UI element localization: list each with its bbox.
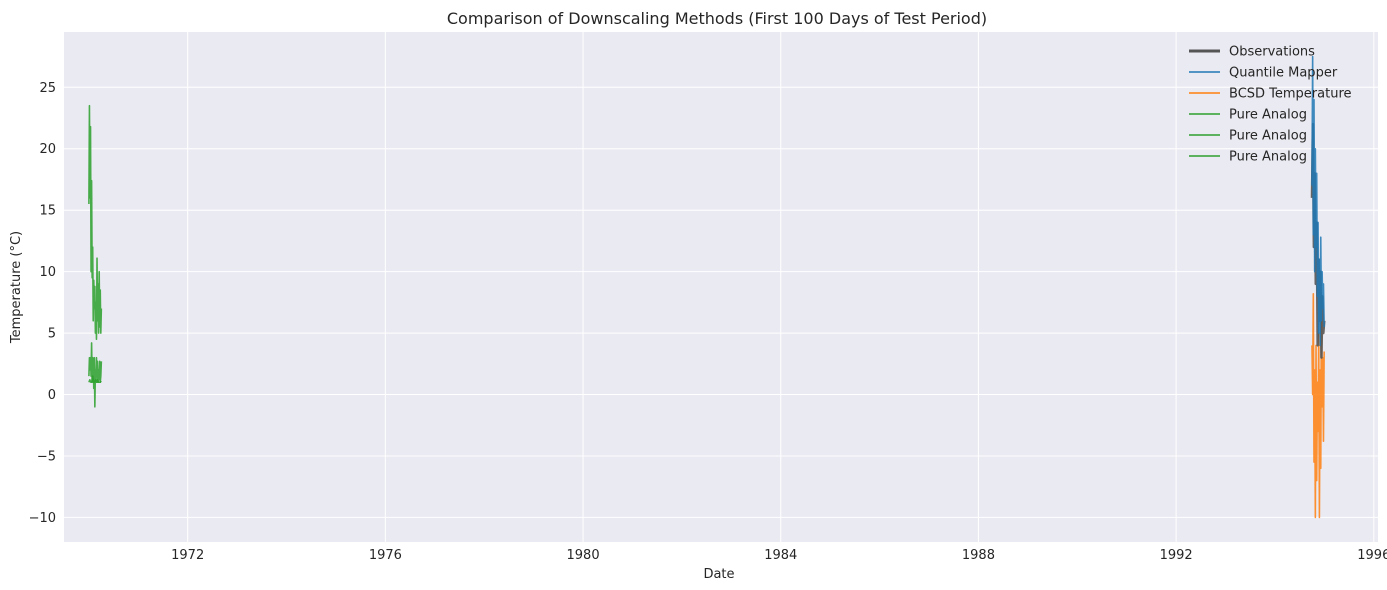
plot-area <box>64 32 1378 542</box>
y-tick-labels: −10 −5 0 5 10 15 20 25 <box>29 81 56 526</box>
legend-entry: Quantile Mapper <box>1229 66 1338 81</box>
x-tick-label: 1996 <box>1357 548 1387 563</box>
series-line-4 <box>88 104 103 341</box>
y-gridlines <box>64 86 1378 518</box>
y-tick-label: −5 <box>37 449 56 464</box>
x-tick-label: 1988 <box>962 548 995 563</box>
y-tick-label: 5 <box>48 327 56 342</box>
y-tick-label: 20 <box>39 142 56 157</box>
x-tick-label: 1992 <box>1160 548 1193 563</box>
y-axis-label: Temperature (°C) <box>9 231 24 344</box>
y-tick-label: 10 <box>39 265 56 280</box>
legend-entry: Pure Analog <box>1229 129 1307 144</box>
y-tick-label: 15 <box>39 204 56 219</box>
series-line-6 <box>88 375 102 384</box>
x-tick-label: 1976 <box>369 548 402 563</box>
series-lines <box>88 55 1326 519</box>
series-line-3 <box>1311 292 1325 519</box>
x-tick-label: 1984 <box>764 548 797 563</box>
x-axis-label: Date <box>703 567 734 582</box>
legend-entry: Pure Analog <box>1229 150 1307 165</box>
x-tick-labels: 1972 1976 1980 1984 1988 1992 1996 <box>171 548 1387 563</box>
x-tick-label: 1980 <box>567 548 600 563</box>
x-tick-label: 1972 <box>171 548 204 563</box>
legend: Observations Quantile Mapper BCSD Temperat… <box>1189 45 1352 165</box>
legend-entry: Observations <box>1229 45 1315 60</box>
x-gridlines <box>187 32 1375 542</box>
legend-entry: Pure Analog <box>1229 108 1307 123</box>
y-tick-label: 0 <box>48 388 56 403</box>
series-line-5 <box>88 342 103 408</box>
chart-title: Comparison of Downscaling Methods (First… <box>447 9 987 28</box>
y-tick-label: −10 <box>29 511 56 526</box>
series-line-2 <box>1311 55 1325 347</box>
legend-entry: BCSD Temperature <box>1229 87 1352 102</box>
y-tick-label: 25 <box>39 81 56 96</box>
